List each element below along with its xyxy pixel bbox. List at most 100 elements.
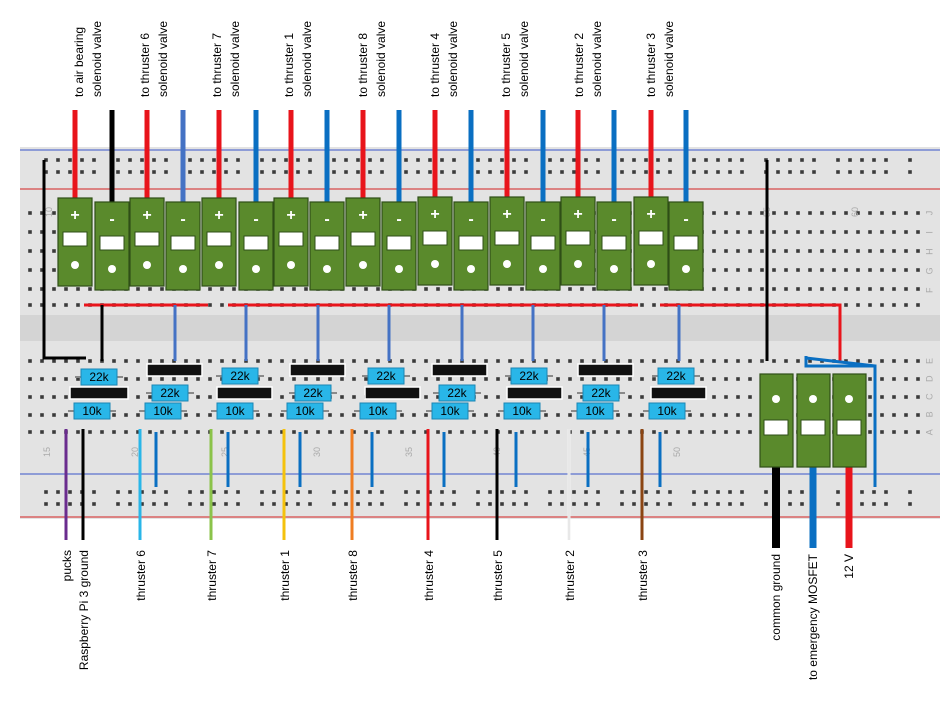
breadboard-hole: [28, 303, 32, 307]
breadboard-hole: [704, 158, 708, 162]
bottom-wire-label: thruster 1: [278, 550, 292, 601]
breadboard-hole: [808, 287, 812, 291]
breadboard-hole: [620, 170, 624, 174]
resistor-22k: 22k: [433, 384, 481, 402]
breadboard-hole: [404, 170, 408, 174]
breadboard-hole: [892, 211, 896, 215]
terminal-screw-hole: [610, 265, 618, 273]
terminal-screw-slot: [243, 235, 269, 251]
breadboard-hole: [748, 249, 752, 253]
breadboard-hole: [788, 502, 792, 506]
breadboard-hole: [892, 377, 896, 381]
breadboard-hole: [820, 268, 824, 272]
resistor-body: [582, 384, 620, 402]
breadboard-hole: [332, 490, 336, 494]
breadboard-hole: [424, 287, 428, 291]
breadboard-hole: [796, 359, 800, 363]
breadboard-hole: [748, 359, 752, 363]
breadboard-hole: [44, 170, 48, 174]
breadboard-hole: [280, 430, 284, 434]
breadboard-hole: [620, 502, 624, 506]
red-jumper-wire: [660, 303, 842, 361]
breadboard-hole: [200, 158, 204, 162]
breadboard-hole: [568, 359, 572, 363]
breadboard-hole: [292, 287, 296, 291]
breadboard-hole: [548, 170, 552, 174]
terminal-screw-hole: [574, 260, 582, 268]
bottom-wire-label: thruster 4: [422, 550, 436, 601]
breadboard-hole: [904, 211, 908, 215]
breadboard-hole: [796, 287, 800, 291]
breadboard-hole: [40, 211, 44, 215]
terminal-polarity-label: -: [180, 211, 185, 228]
terminal-polarity-label: +: [430, 206, 439, 223]
breadboard-hole: [724, 249, 728, 253]
breadboard-hole: [196, 377, 200, 381]
breadboard-hole: [856, 287, 860, 291]
breadboard-hole: [880, 268, 884, 272]
row-letter: B: [924, 411, 934, 417]
breadboard-hole: [904, 395, 908, 399]
breadboard-hole: [328, 377, 332, 381]
breadboard-hole: [296, 502, 300, 506]
breadboard-hole: [448, 287, 452, 291]
breadboard-hole: [148, 377, 152, 381]
breadboard-hole: [892, 287, 896, 291]
breadboard-hole: [92, 490, 96, 494]
breadboard-hole: [280, 413, 284, 417]
breadboard-hole: [800, 490, 804, 494]
breadboard-hole: [632, 170, 636, 174]
breadboard-hole: [584, 158, 588, 162]
breadboard-hole: [292, 395, 296, 399]
breadboard-hole: [40, 395, 44, 399]
breadboard-hole: [580, 395, 584, 399]
row-letter: H: [924, 248, 934, 255]
breadboard-hole: [404, 490, 408, 494]
top-wire-label: to thruster 6 solenoid valve: [138, 21, 170, 97]
breadboard-hole: [56, 170, 60, 174]
breadboard-hole: [596, 158, 600, 162]
terminal-screw-slot: [422, 230, 448, 246]
breadboard-hole: [208, 287, 212, 291]
breadboard-hole: [656, 170, 660, 174]
breadboard-hole: [620, 490, 624, 494]
screw-terminal: +: [345, 197, 381, 287]
breadboard-hole: [172, 430, 176, 434]
top-label-line1: to thruster 8: [356, 33, 370, 97]
breadboard-hole: [340, 359, 344, 363]
breadboard-hole: [628, 430, 632, 434]
transistor-bar: [577, 363, 634, 377]
breadboard-hole: [500, 490, 504, 494]
breadboard-hole: [592, 287, 596, 291]
row-letter: A: [924, 429, 934, 435]
top-label-line2: solenoid valve: [300, 21, 314, 97]
terminal-polarity-label: -: [683, 211, 688, 228]
terminal-screw-slot: [673, 235, 699, 251]
breadboard-hole: [452, 170, 456, 174]
breadboard-hole: [212, 490, 216, 494]
resistor-value-label: 10k: [225, 404, 245, 418]
terminal-screw-hole: [108, 265, 116, 273]
breadboard-hole: [76, 430, 80, 434]
breadboard-hole: [712, 287, 716, 291]
breadboard-hole: [368, 502, 372, 506]
breadboard-hole: [832, 211, 836, 215]
breadboard-hole: [112, 359, 116, 363]
breadboard-hole: [184, 430, 188, 434]
breadboard-hole: [220, 303, 224, 307]
breadboard-hole: [484, 413, 488, 417]
breadboard-hole: [272, 502, 276, 506]
breadboard-hole: [916, 413, 920, 417]
top-label-line1: to thruster 1: [282, 33, 296, 97]
breadboard-hole: [136, 395, 140, 399]
breadboard-hole: [152, 170, 156, 174]
terminal-screw-slot: [206, 231, 232, 247]
breadboard-hole: [556, 430, 560, 434]
breadboard-hole: [532, 430, 536, 434]
screw-terminal: -: [309, 201, 345, 291]
column-number: 60: [850, 207, 860, 217]
screw-terminal: -: [94, 201, 130, 291]
breadboard-hole: [44, 490, 48, 494]
breadboard-hole: [748, 413, 752, 417]
